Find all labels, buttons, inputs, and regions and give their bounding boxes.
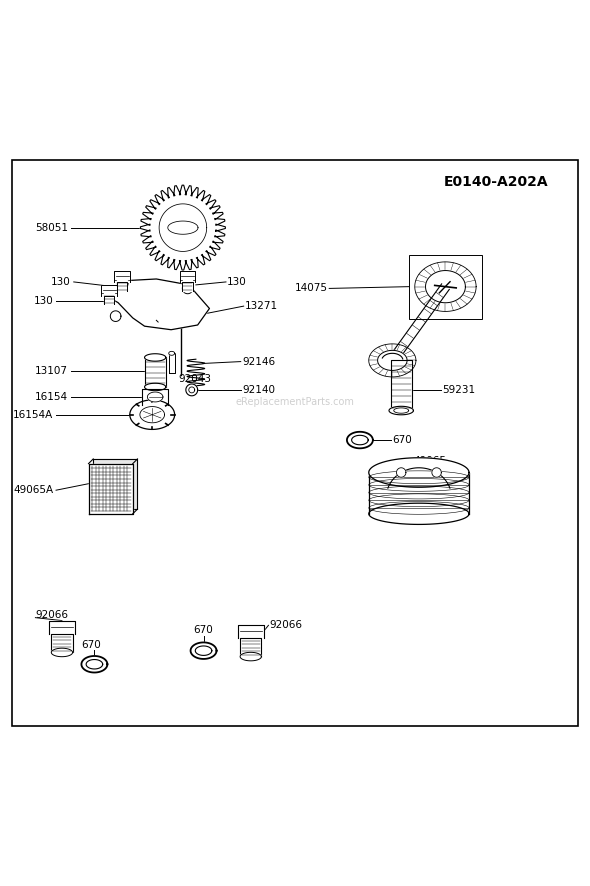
Polygon shape bbox=[180, 271, 195, 282]
Polygon shape bbox=[186, 384, 198, 396]
Polygon shape bbox=[51, 633, 73, 652]
Polygon shape bbox=[182, 284, 193, 294]
Polygon shape bbox=[103, 279, 209, 330]
Polygon shape bbox=[49, 620, 75, 633]
Bar bbox=[409, 255, 482, 318]
Polygon shape bbox=[396, 468, 406, 478]
Polygon shape bbox=[169, 354, 175, 373]
Polygon shape bbox=[140, 185, 225, 270]
Text: 58051: 58051 bbox=[35, 222, 68, 233]
Polygon shape bbox=[240, 652, 261, 661]
Polygon shape bbox=[88, 463, 133, 514]
Polygon shape bbox=[191, 642, 217, 659]
Text: 14075: 14075 bbox=[294, 284, 327, 293]
Text: 49065A: 49065A bbox=[13, 486, 53, 495]
Polygon shape bbox=[369, 503, 469, 525]
Polygon shape bbox=[369, 458, 469, 487]
Text: 13107: 13107 bbox=[35, 366, 68, 376]
Polygon shape bbox=[145, 354, 166, 361]
Polygon shape bbox=[168, 221, 198, 234]
Text: 92146: 92146 bbox=[242, 356, 275, 367]
Text: eReplacementParts.com: eReplacementParts.com bbox=[235, 397, 355, 407]
Text: 92066: 92066 bbox=[270, 620, 303, 630]
Text: 49065: 49065 bbox=[413, 455, 446, 466]
Text: 92043: 92043 bbox=[178, 374, 211, 384]
Text: 59231: 59231 bbox=[442, 385, 476, 395]
Polygon shape bbox=[104, 296, 114, 305]
Polygon shape bbox=[389, 407, 414, 415]
Text: 130: 130 bbox=[34, 297, 53, 307]
Text: 16154A: 16154A bbox=[13, 409, 53, 420]
Polygon shape bbox=[378, 350, 407, 370]
Polygon shape bbox=[389, 284, 449, 363]
Text: 13271: 13271 bbox=[245, 301, 278, 311]
Polygon shape bbox=[394, 408, 409, 413]
Polygon shape bbox=[117, 278, 128, 289]
Polygon shape bbox=[240, 638, 261, 657]
Text: 670: 670 bbox=[81, 640, 101, 649]
Polygon shape bbox=[189, 387, 195, 392]
Text: E0140-A202A: E0140-A202A bbox=[444, 175, 549, 189]
Polygon shape bbox=[352, 435, 368, 445]
Polygon shape bbox=[369, 472, 469, 514]
Polygon shape bbox=[81, 656, 107, 672]
Polygon shape bbox=[51, 649, 73, 657]
Polygon shape bbox=[415, 262, 476, 311]
Polygon shape bbox=[86, 659, 103, 669]
Text: 130: 130 bbox=[227, 277, 247, 287]
Text: 16154: 16154 bbox=[35, 392, 68, 402]
Polygon shape bbox=[142, 389, 168, 405]
Polygon shape bbox=[347, 431, 373, 448]
Polygon shape bbox=[145, 384, 166, 391]
Text: 130: 130 bbox=[51, 277, 71, 287]
Polygon shape bbox=[114, 271, 130, 282]
Text: 92140: 92140 bbox=[242, 385, 275, 395]
Polygon shape bbox=[145, 357, 166, 387]
Polygon shape bbox=[140, 407, 165, 423]
Text: 670: 670 bbox=[392, 435, 412, 445]
Polygon shape bbox=[110, 311, 121, 322]
Polygon shape bbox=[238, 625, 264, 638]
Polygon shape bbox=[195, 646, 212, 656]
Polygon shape bbox=[130, 400, 175, 430]
Polygon shape bbox=[425, 270, 466, 303]
Polygon shape bbox=[182, 282, 193, 291]
Text: 670: 670 bbox=[194, 626, 214, 635]
Polygon shape bbox=[148, 392, 163, 402]
Polygon shape bbox=[117, 282, 127, 291]
Text: 92066: 92066 bbox=[35, 610, 68, 620]
Polygon shape bbox=[101, 285, 117, 296]
Polygon shape bbox=[432, 468, 441, 478]
Polygon shape bbox=[93, 459, 137, 509]
Polygon shape bbox=[169, 352, 175, 355]
Polygon shape bbox=[369, 344, 416, 377]
Polygon shape bbox=[391, 361, 412, 410]
